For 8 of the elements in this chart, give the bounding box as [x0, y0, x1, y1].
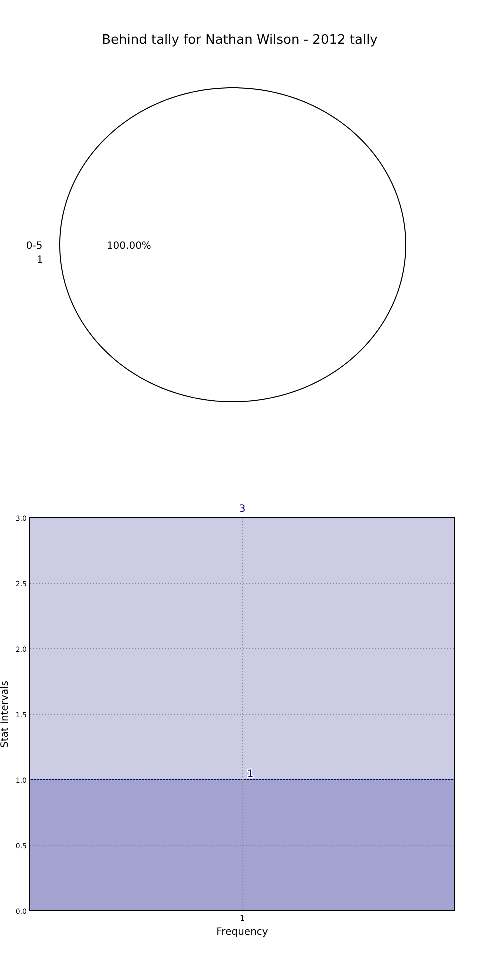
chart-title: Behind tally for Nathan Wilson - 2012 tally	[102, 33, 378, 48]
total-label: 3	[239, 504, 246, 515]
slice-label: 0-5	[26, 241, 43, 252]
data-label: 100.00%	[106, 241, 152, 252]
y-axis-title: Stat Intervals	[0, 680, 11, 748]
data-label: 1	[240, 914, 246, 923]
text: 1	[36, 255, 44, 266]
x-axis-title: Frequency	[216, 927, 268, 938]
